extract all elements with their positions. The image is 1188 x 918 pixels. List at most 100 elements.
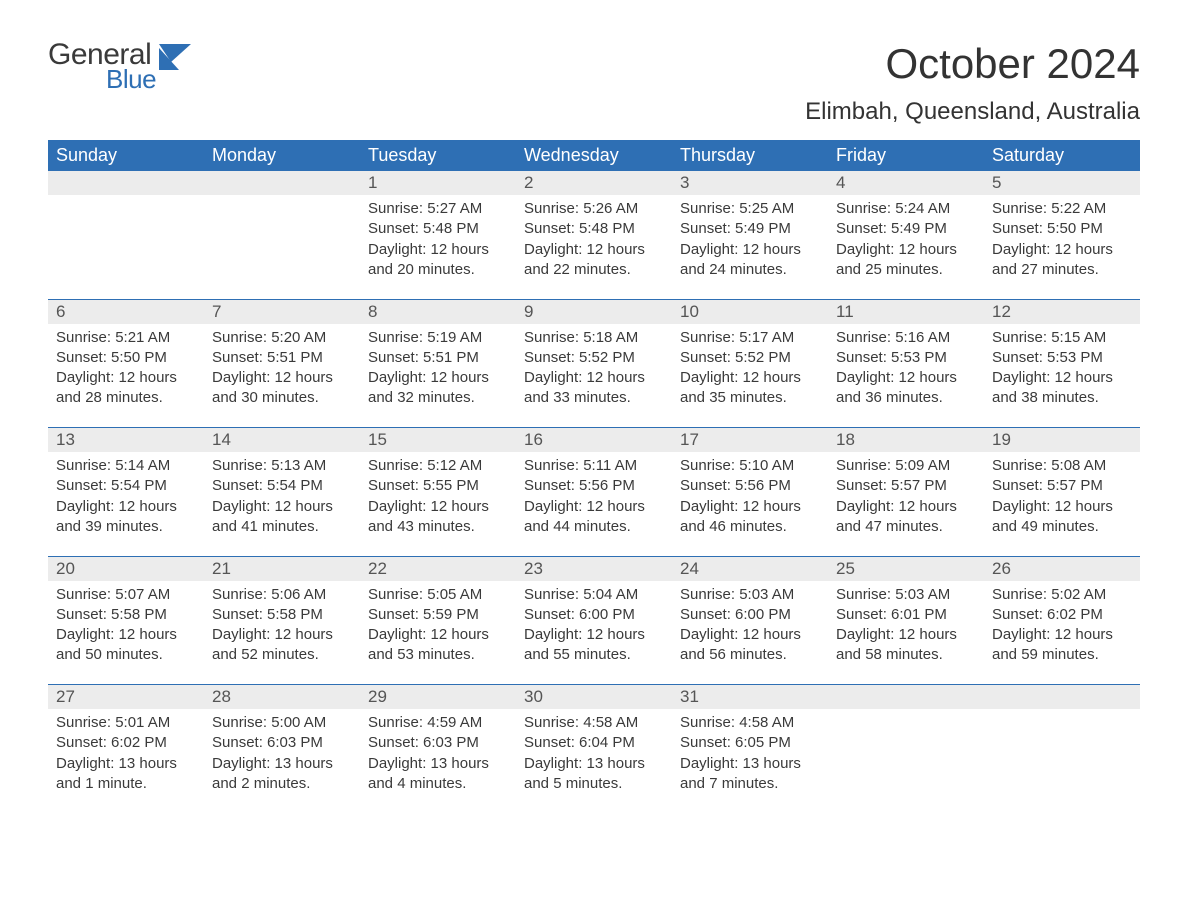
- sunrise-text: Sunrise: 4:59 AM: [368, 713, 508, 733]
- sunrise-text: Sunrise: 5:14 AM: [56, 456, 196, 476]
- sunrise-text: Sunrise: 5:12 AM: [368, 456, 508, 476]
- day-number: 6: [48, 300, 204, 324]
- sunrise-text: Sunrise: 5:01 AM: [56, 713, 196, 733]
- day-number: 22: [360, 557, 516, 581]
- sunrise-text: Sunrise: 5:03 AM: [836, 585, 976, 605]
- sunrise-text: Sunrise: 5:17 AM: [680, 328, 820, 348]
- day-number: 12: [984, 300, 1140, 324]
- day-body: Sunrise: 5:21 AMSunset: 5:50 PMDaylight:…: [48, 324, 204, 413]
- day-cell: 11Sunrise: 5:16 AMSunset: 5:53 PMDayligh…: [828, 300, 984, 428]
- sunrise-text: Sunrise: 5:07 AM: [56, 585, 196, 605]
- day-cell: 15Sunrise: 5:12 AMSunset: 5:55 PMDayligh…: [360, 428, 516, 556]
- day-number: [204, 171, 360, 195]
- day-cell: 25Sunrise: 5:03 AMSunset: 6:01 PMDayligh…: [828, 557, 984, 685]
- daylight-text: Daylight: 12 hours and 50 minutes.: [56, 625, 196, 666]
- day-body: Sunrise: 5:12 AMSunset: 5:55 PMDaylight:…: [360, 452, 516, 541]
- day-body: Sunrise: 5:09 AMSunset: 5:57 PMDaylight:…: [828, 452, 984, 541]
- day-body: Sunrise: 5:15 AMSunset: 5:53 PMDaylight:…: [984, 324, 1140, 413]
- sunrise-text: Sunrise: 5:21 AM: [56, 328, 196, 348]
- daylight-text: Daylight: 12 hours and 52 minutes.: [212, 625, 352, 666]
- brand-logo: General Blue: [48, 40, 203, 92]
- day-body: Sunrise: 5:14 AMSunset: 5:54 PMDaylight:…: [48, 452, 204, 541]
- day-number: 19: [984, 428, 1140, 452]
- day-cell: 21Sunrise: 5:06 AMSunset: 5:58 PMDayligh…: [204, 557, 360, 685]
- daylight-text: Daylight: 13 hours and 7 minutes.: [680, 754, 820, 795]
- sunset-text: Sunset: 5:57 PM: [836, 476, 976, 496]
- sunrise-text: Sunrise: 5:00 AM: [212, 713, 352, 733]
- page-subtitle: Elimbah, Queensland, Australia: [48, 98, 1140, 126]
- sunrise-text: Sunrise: 4:58 AM: [680, 713, 820, 733]
- sunrise-text: Sunrise: 5:22 AM: [992, 199, 1132, 219]
- sunset-text: Sunset: 6:03 PM: [212, 733, 352, 753]
- sunset-text: Sunset: 5:54 PM: [212, 476, 352, 496]
- day-body: Sunrise: 5:04 AMSunset: 6:00 PMDaylight:…: [516, 581, 672, 670]
- brand-line2: Blue: [106, 66, 156, 92]
- sunrise-text: Sunrise: 5:25 AM: [680, 199, 820, 219]
- header-row: General Blue October 2024: [48, 40, 1140, 92]
- sunrise-text: Sunrise: 5:04 AM: [524, 585, 664, 605]
- sunset-text: Sunset: 5:58 PM: [56, 605, 196, 625]
- daylight-text: Daylight: 12 hours and 36 minutes.: [836, 368, 976, 409]
- sunset-text: Sunset: 6:05 PM: [680, 733, 820, 753]
- sunset-text: Sunset: 6:01 PM: [836, 605, 976, 625]
- sunrise-text: Sunrise: 5:18 AM: [524, 328, 664, 348]
- sunset-text: Sunset: 5:48 PM: [524, 219, 664, 239]
- day-body: Sunrise: 5:08 AMSunset: 5:57 PMDaylight:…: [984, 452, 1140, 541]
- daylight-text: Daylight: 12 hours and 25 minutes.: [836, 240, 976, 281]
- day-cell: 4Sunrise: 5:24 AMSunset: 5:49 PMDaylight…: [828, 171, 984, 299]
- day-body: Sunrise: 5:03 AMSunset: 6:01 PMDaylight:…: [828, 581, 984, 670]
- sunrise-text: Sunrise: 5:19 AM: [368, 328, 508, 348]
- day-cell: 6Sunrise: 5:21 AMSunset: 5:50 PMDaylight…: [48, 300, 204, 428]
- brand-flag-icon: [159, 44, 203, 79]
- day-number: [984, 685, 1140, 709]
- daylight-text: Daylight: 12 hours and 35 minutes.: [680, 368, 820, 409]
- sunrise-text: Sunrise: 5:15 AM: [992, 328, 1132, 348]
- sunrise-text: Sunrise: 5:13 AM: [212, 456, 352, 476]
- day-body: Sunrise: 5:19 AMSunset: 5:51 PMDaylight:…: [360, 324, 516, 413]
- day-body: Sunrise: 5:11 AMSunset: 5:56 PMDaylight:…: [516, 452, 672, 541]
- day-cell: 31Sunrise: 4:58 AMSunset: 6:05 PMDayligh…: [672, 685, 828, 813]
- day-number: 5: [984, 171, 1140, 195]
- page-title: October 2024: [885, 40, 1140, 88]
- daylight-text: Daylight: 12 hours and 55 minutes.: [524, 625, 664, 666]
- week-row: 20Sunrise: 5:07 AMSunset: 5:58 PMDayligh…: [48, 557, 1140, 685]
- day-cell: 9Sunrise: 5:18 AMSunset: 5:52 PMDaylight…: [516, 300, 672, 428]
- sunset-text: Sunset: 5:49 PM: [836, 219, 976, 239]
- brand-text: General Blue: [48, 40, 156, 92]
- day-number: 23: [516, 557, 672, 581]
- sunset-text: Sunset: 5:52 PM: [680, 348, 820, 368]
- day-number: 11: [828, 300, 984, 324]
- day-body: Sunrise: 5:27 AMSunset: 5:48 PMDaylight:…: [360, 195, 516, 284]
- day-cell: 17Sunrise: 5:10 AMSunset: 5:56 PMDayligh…: [672, 428, 828, 556]
- week-row: 6Sunrise: 5:21 AMSunset: 5:50 PMDaylight…: [48, 300, 1140, 428]
- sunrise-text: Sunrise: 5:09 AM: [836, 456, 976, 476]
- sunset-text: Sunset: 5:48 PM: [368, 219, 508, 239]
- sunrise-text: Sunrise: 5:27 AM: [368, 199, 508, 219]
- sunset-text: Sunset: 5:49 PM: [680, 219, 820, 239]
- day-number: 4: [828, 171, 984, 195]
- day-number: 28: [204, 685, 360, 709]
- sunrise-text: Sunrise: 4:58 AM: [524, 713, 664, 733]
- daylight-text: Daylight: 12 hours and 46 minutes.: [680, 497, 820, 538]
- day-header: Friday: [828, 140, 984, 171]
- daylight-text: Daylight: 12 hours and 59 minutes.: [992, 625, 1132, 666]
- day-body: Sunrise: 4:58 AMSunset: 6:05 PMDaylight:…: [672, 709, 828, 798]
- daylight-text: Daylight: 12 hours and 27 minutes.: [992, 240, 1132, 281]
- day-cell: [984, 685, 1140, 813]
- sunset-text: Sunset: 5:51 PM: [368, 348, 508, 368]
- sunset-text: Sunset: 5:53 PM: [992, 348, 1132, 368]
- day-cell: 22Sunrise: 5:05 AMSunset: 5:59 PMDayligh…: [360, 557, 516, 685]
- day-body: Sunrise: 5:18 AMSunset: 5:52 PMDaylight:…: [516, 324, 672, 413]
- sunrise-text: Sunrise: 5:03 AM: [680, 585, 820, 605]
- day-body: Sunrise: 5:22 AMSunset: 5:50 PMDaylight:…: [984, 195, 1140, 284]
- day-cell: 3Sunrise: 5:25 AMSunset: 5:49 PMDaylight…: [672, 171, 828, 299]
- day-cell: 18Sunrise: 5:09 AMSunset: 5:57 PMDayligh…: [828, 428, 984, 556]
- day-number: [828, 685, 984, 709]
- day-body: Sunrise: 4:59 AMSunset: 6:03 PMDaylight:…: [360, 709, 516, 798]
- day-number: 27: [48, 685, 204, 709]
- day-body: Sunrise: 5:07 AMSunset: 5:58 PMDaylight:…: [48, 581, 204, 670]
- sunset-text: Sunset: 6:02 PM: [56, 733, 196, 753]
- week-row: 13Sunrise: 5:14 AMSunset: 5:54 PMDayligh…: [48, 428, 1140, 556]
- day-header: Tuesday: [360, 140, 516, 171]
- day-cell: 16Sunrise: 5:11 AMSunset: 5:56 PMDayligh…: [516, 428, 672, 556]
